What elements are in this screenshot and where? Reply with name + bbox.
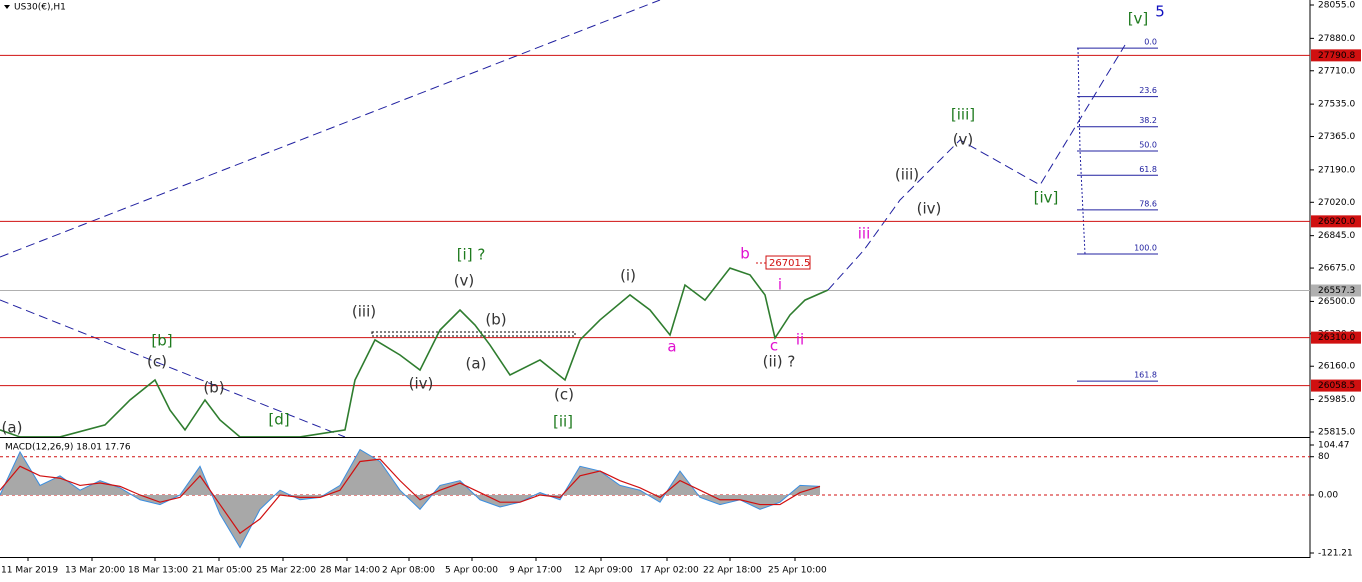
range-box [371, 331, 576, 337]
level-label: 26557.3 [1318, 286, 1355, 296]
y-tick-label: 27535.0 [1318, 100, 1355, 110]
projection-path [827, 44, 1126, 291]
fib-label: 61.8 [1139, 165, 1157, 174]
price-line [0, 267, 829, 437]
wave-label: [d] [268, 411, 289, 429]
signal-line [0, 458, 821, 535]
x-tick-label: 12 Apr 09:00 [574, 566, 633, 576]
level-label: 26920.0 [1318, 217, 1355, 227]
fib-label: 100.0 [1134, 243, 1157, 252]
x-tick-label: 5 Apr 00:00 [445, 566, 498, 576]
wave-label: (v) [953, 131, 974, 149]
y-tick-label: 27020.0 [1318, 198, 1355, 208]
wave-label: [ii] [553, 413, 573, 431]
wave-label: i [778, 276, 782, 294]
wave-label: [b] [151, 332, 172, 350]
wave-label: b [740, 245, 750, 263]
wave-label: (iii) [895, 166, 919, 184]
wave-label: [v] [1128, 10, 1149, 28]
wave-label: (b) [485, 311, 506, 329]
wave-label: [iii] [951, 106, 975, 124]
y-tick-label: 25985.0 [1318, 395, 1355, 405]
x-tick-label: 13 Mar 20:00 [65, 566, 125, 576]
level-label-box [1311, 215, 1361, 228]
drawings [0, 0, 1126, 437]
level-label-box [1311, 49, 1361, 62]
level-label: 26310.0 [1318, 333, 1355, 343]
wave-label: 5 [1155, 3, 1165, 21]
y-tick-label: 26845.0 [1318, 231, 1355, 241]
macd-tick-label: 80 [1318, 452, 1330, 462]
chart-title: US30(€),H1 [14, 3, 66, 13]
menu-icon [4, 5, 10, 9]
x-tick-label: 9 Apr 17:00 [509, 566, 562, 576]
fib-label: 78.6 [1139, 199, 1157, 208]
fib-label: 50.0 [1139, 141, 1157, 150]
wave-label: (iv) [917, 200, 942, 218]
y-tick-label: 26500.0 [1318, 297, 1355, 307]
wave-label: (c) [554, 386, 574, 404]
fib-label: 38.2 [1139, 116, 1157, 125]
wave-label: a [667, 338, 676, 356]
x-tick-label: 18 Mar 13:00 [128, 566, 188, 576]
level-label-box [1311, 284, 1361, 297]
y-tick-label: 28055.0 [1318, 1, 1355, 11]
price-marker-label: 26701.5 [769, 258, 810, 269]
level-label-box [1311, 331, 1361, 344]
level-label-box [1311, 379, 1361, 392]
wave-label: [i] ? [457, 246, 486, 264]
wave-label: (a) [2, 419, 23, 437]
x-tick-label: 2 Apr 08:00 [382, 566, 435, 576]
y-tick-label: 27365.0 [1318, 132, 1355, 142]
wave-label: c [770, 337, 778, 355]
trend-line [0, 299, 346, 437]
x-tick-label: 28 Mar 14:00 [320, 566, 380, 576]
x-tick-label: 25 Apr 10:00 [768, 566, 827, 576]
y-tick-label: 27710.0 [1318, 66, 1355, 76]
trend-line [0, 0, 661, 258]
x-tick-label: 21 Mar 05:00 [192, 566, 252, 576]
wave-label: (i) [620, 267, 636, 285]
macd-histogram [0, 449, 820, 548]
wave-label: (c) [147, 353, 167, 371]
price-marker-box [765, 255, 811, 270]
wave-label: (v) [454, 272, 475, 290]
macd-line [0, 448, 821, 549]
wave-label: (iii) [352, 303, 376, 321]
macd-label: MACD(12,26,9) 18.01 17.76 [5, 443, 131, 453]
y-tick-label: 25815.0 [1318, 428, 1355, 438]
wave-label: (iv) [409, 375, 434, 393]
x-tick-label: 17 Apr 02:00 [640, 566, 699, 576]
wave-label: ii [796, 331, 804, 349]
y-tick-label: 26675.0 [1318, 264, 1355, 274]
y-tick-label: 27190.0 [1318, 165, 1355, 175]
macd-pane [0, 448, 1310, 549]
wave-label: iii [858, 225, 871, 243]
level-label: 26058.5 [1318, 381, 1355, 391]
macd-tick-label: 104.47 [1318, 441, 1350, 451]
macd-tick-label: -121.21 [1318, 549, 1353, 559]
x-tick-label: 22 Apr 18:00 [703, 566, 762, 576]
level-label: 27790.8 [1318, 51, 1355, 61]
wave-label: (a) [466, 355, 487, 373]
fib-label: 0.0 [1144, 38, 1157, 47]
wave-label: (ii) ? [763, 353, 796, 371]
wave-label: [iv] [1034, 189, 1059, 207]
x-tick-label: 11 Mar 2019 [1, 566, 58, 576]
y-tick-label: 27880.0 [1318, 34, 1355, 44]
macd-tick-label: 0.00 [1318, 490, 1338, 500]
y-tick-label: 26160.0 [1318, 362, 1355, 372]
x-tick-label: 25 Mar 22:00 [256, 566, 316, 576]
wave-label: (b) [203, 379, 224, 397]
fib-label: 161.8 [1134, 371, 1157, 380]
main-pane: 0.0 23.6 38.2 50.0 61.8 78.6 100.0 161.8 [0, 38, 1310, 437]
fib-label: 23.6 [1139, 86, 1157, 95]
